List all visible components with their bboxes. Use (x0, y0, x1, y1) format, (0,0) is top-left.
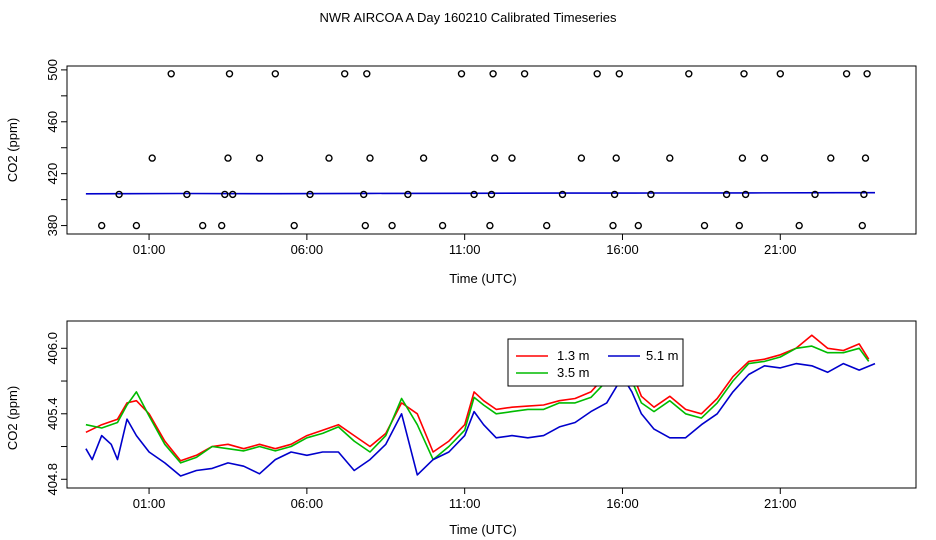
top-scatter-point-25 (438, 221, 447, 230)
bottom-panel: 01:00 06:00 11:00 16:00 21:00 404.8 405.4 406.0… (5, 320, 917, 537)
top-y-tick-label-4: 460 (45, 111, 60, 133)
top-scatter-point-5 (183, 190, 191, 199)
chart-title: NWR AIRCOA A Day 160210 Calibrated Times… (320, 10, 617, 25)
top-scatter-point-46 (700, 221, 709, 230)
legend: 1.3 m 5.1 m 3.5 m (507, 338, 684, 387)
top-scatter-point-13 (271, 70, 279, 78)
top-series-line-mean (85, 191, 875, 195)
top-scatter-point-6 (198, 221, 207, 230)
top-scatter-point-21 (366, 154, 374, 162)
top-scatter-point-27 (470, 190, 478, 199)
bottom-x-tick-label-4: 21:00 (764, 496, 797, 511)
bottom-series-line-3-5-m (85, 345, 870, 464)
legend-box (507, 338, 684, 387)
top-scatter-point-40 (612, 154, 620, 162)
top-scatter-point-12 (255, 154, 264, 162)
top-x-axis-label: Time (UTC) (449, 271, 516, 286)
bottom-y-axis-label: CO2 (ppm) (5, 386, 20, 450)
top-scatter-point-39 (610, 190, 619, 199)
top-x-tick-label-4: 21:00 (764, 242, 797, 257)
top-scatter-point-32 (508, 154, 516, 162)
top-scatter-point-3 (148, 154, 156, 162)
top-scatter-point-18 (360, 190, 368, 199)
top-scatter-point-42 (634, 221, 642, 230)
top-y-tick-label-6: 500 (45, 59, 60, 81)
top-scatter-point-1 (115, 190, 123, 199)
top-scatter-point-24 (419, 154, 428, 162)
top-scatter-point-58 (858, 221, 866, 230)
top-scatter-point-16 (325, 154, 333, 162)
top-scatter-point-41 (615, 70, 623, 78)
top-scatter-point-17 (341, 70, 349, 78)
top-y-axis-label: CO2 (ppm) (5, 118, 20, 182)
top-scatter-point-23 (404, 190, 412, 199)
top-scatter-point-31 (491, 154, 499, 162)
top-scatter-point-55 (811, 190, 819, 199)
top-scatter-point-10 (225, 70, 234, 78)
legend-label-2: 5.1 m (646, 348, 679, 363)
top-scatter-point-0 (97, 221, 106, 230)
bottom-series-line-1-3-m (85, 334, 870, 462)
top-scatter-point-22 (388, 221, 396, 230)
top-y-tick-label-0: 380 (45, 215, 60, 237)
top-scatter-point-15 (306, 190, 314, 199)
top-scatter-point-51 (741, 190, 750, 199)
bottom-y-tick-label-2: 405.4 (45, 398, 60, 431)
top-y-tick-label-2: 420 (45, 163, 60, 185)
top-x-tick-label-3: 16:00 (606, 242, 639, 257)
top-scatter-point-43 (647, 190, 655, 199)
legend-label-3: 3.5 m (557, 365, 590, 380)
top-scatter-point-57 (842, 70, 851, 78)
top-scatter-point-60 (861, 154, 870, 162)
bottom-y-tick-label-4: 406.0 (45, 332, 60, 365)
top-scatter-point-49 (738, 154, 747, 162)
bottom-x-tick-label-2: 11:00 (449, 496, 481, 511)
top-scatter-point-52 (760, 154, 769, 162)
top-scatter-point-28 (486, 221, 494, 230)
top-scatter-point-59 (860, 190, 868, 199)
top-scatter-point-50 (740, 70, 748, 78)
top-scatter-point-19 (361, 221, 369, 230)
top-scatter-point-11 (228, 190, 237, 199)
top-plot-frame (66, 65, 917, 235)
top-scatter-point-37 (593, 70, 601, 78)
top-scatter-point-35 (558, 190, 567, 199)
top-scatter-point-34 (543, 221, 551, 230)
top-scatter-point-14 (290, 221, 298, 230)
top-scatter-point-53 (776, 70, 784, 78)
top-scatter-point-38 (609, 221, 617, 230)
top-scatter-point-8 (221, 190, 229, 199)
top-scatter-point-4 (167, 70, 175, 78)
top-scatter-point-56 (827, 154, 835, 162)
top-scatter-point-33 (520, 70, 529, 78)
top-scatter-point-54 (795, 221, 803, 230)
bottom-x-axis-label: Time (UTC) (449, 522, 516, 537)
top-scatter-point-20 (363, 70, 371, 78)
top-scatter-point-2 (132, 221, 141, 230)
top-scatter-point-9 (224, 154, 232, 162)
bottom-x-tick-label-1: 06:00 (291, 496, 324, 511)
top-scatter-point-29 (487, 190, 496, 199)
top-x-tick-label-1: 06:00 (291, 242, 324, 257)
top-scatter-point-36 (577, 154, 586, 162)
top-panel: 01:00 06:00 11:00 16:00 21:00 380 420 460 500 Ti… (5, 59, 917, 286)
top-x-tick-label-2: 11:00 (449, 242, 481, 257)
bottom-plot-frame (66, 320, 917, 489)
top-scatter-point-7 (217, 221, 226, 230)
top-scatter-point-45 (685, 70, 693, 78)
top-scatter-point-48 (735, 221, 743, 230)
top-scatter-point-26 (457, 70, 466, 78)
top-scatter-point-61 (863, 70, 871, 78)
top-x-tick-label-0: 01:00 (133, 242, 166, 257)
bottom-series-line-5-1-m (85, 362, 876, 477)
top-scatter-point-44 (666, 154, 674, 162)
top-scatter-point-30 (489, 70, 497, 78)
legend-label-1: 1.3 m (557, 348, 590, 363)
bottom-x-tick-label-0: 01:00 (133, 496, 166, 511)
top-scatter-point-47 (722, 190, 731, 199)
bottom-x-tick-label-3: 16:00 (606, 496, 639, 511)
bottom-y-tick-label-0: 404.8 (45, 463, 60, 496)
